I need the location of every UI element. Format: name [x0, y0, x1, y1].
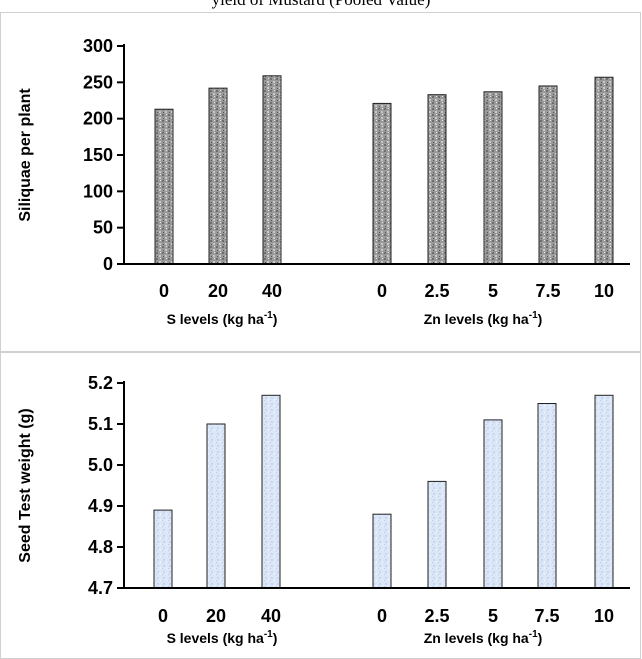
x-tick-label: 10	[594, 606, 614, 626]
y-tick-label: 4.7	[88, 578, 113, 598]
bar	[538, 85, 558, 265]
y-tick-label: 5.2	[88, 373, 113, 393]
y-tick-label: 200	[83, 109, 113, 129]
bar	[208, 87, 228, 265]
bar	[372, 513, 392, 589]
y-tick-label: 4.9	[88, 496, 113, 516]
y-tick-label: 5.1	[88, 414, 113, 434]
y-tick-label: 150	[83, 145, 113, 165]
y-tick-label: 0	[103, 254, 113, 274]
y-tick-label: 300	[83, 36, 113, 56]
figure-caption: yield of Mustard (Pooled Value)	[0, 0, 642, 10]
bar	[427, 94, 447, 265]
chart-panel-siliquae	[0, 12, 641, 352]
bar	[372, 102, 392, 265]
bar	[206, 423, 226, 589]
x-tick-label: 40	[262, 281, 282, 301]
x-tick-label: 7.5	[534, 606, 559, 626]
x-tick-label: 20	[208, 281, 228, 301]
y-tick-label: 5.0	[88, 455, 113, 475]
y-axis-label: Siliquae per plant	[17, 88, 34, 222]
y-axis-label: Seed Test weight (g)	[17, 408, 34, 562]
bar	[262, 75, 282, 265]
bar	[537, 403, 557, 589]
bar	[483, 419, 503, 589]
x-tick-label: 5	[488, 281, 498, 301]
x-tick-label: 0	[377, 606, 387, 626]
x-tick-label: 0	[377, 281, 387, 301]
y-tick-label: 50	[93, 218, 113, 238]
y-tick-label: 4.8	[88, 537, 113, 557]
x-tick-label: 10	[594, 281, 614, 301]
bar	[153, 509, 173, 589]
x-axis-label: S levels (kg ha-1)	[167, 629, 278, 646]
x-tick-label: 7.5	[535, 281, 560, 301]
y-tick-label: 250	[83, 72, 113, 92]
x-axis-label: Zn levels (kg ha-1)	[424, 629, 543, 646]
y-tick-label: 100	[83, 181, 113, 201]
x-axis-label: S levels (kg ha-1)	[167, 310, 278, 327]
x-tick-label: 40	[261, 606, 281, 626]
x-tick-label: 2.5	[424, 606, 449, 626]
x-axis-label: Zn levels (kg ha-1)	[424, 310, 543, 327]
bar	[483, 91, 503, 265]
bar	[154, 108, 174, 265]
x-tick-label: 0	[159, 281, 169, 301]
x-tick-label: 0	[158, 606, 168, 626]
x-tick-label: 5	[488, 606, 498, 626]
bar	[261, 394, 281, 589]
bar	[594, 394, 614, 589]
bar	[594, 76, 614, 265]
x-tick-label: 2.5	[424, 281, 449, 301]
x-tick-label: 20	[206, 606, 226, 626]
bar	[427, 480, 447, 589]
